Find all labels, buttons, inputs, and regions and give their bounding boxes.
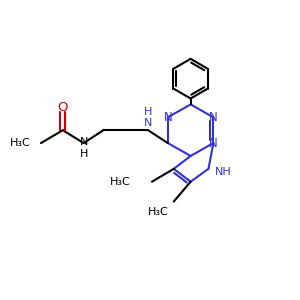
Text: N: N — [209, 111, 218, 124]
Text: H
N: H N — [144, 106, 152, 128]
Text: H₃C: H₃C — [110, 177, 130, 187]
Text: N
H: N H — [80, 137, 88, 159]
Text: NH: NH — [214, 167, 231, 177]
Text: O: O — [58, 101, 68, 114]
Text: N: N — [164, 111, 172, 124]
Text: N: N — [209, 136, 218, 150]
Text: H₃C: H₃C — [148, 208, 168, 218]
Text: H₃C: H₃C — [11, 138, 31, 148]
